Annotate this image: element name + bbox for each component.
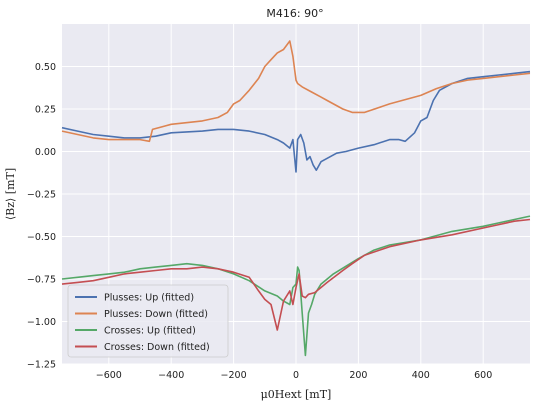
y-tick-label: −1.00 (27, 317, 56, 328)
legend-entry: Crosses: Up (fitted) (104, 326, 196, 337)
y-tick-label: 0.25 (35, 105, 56, 116)
series-layer (61, 40, 531, 357)
x-tick-label: 400 (412, 370, 430, 381)
x-tick-label: 0 (293, 370, 299, 381)
x-tick-label: −200 (221, 370, 247, 381)
chart-title: M416: 90° (266, 7, 323, 20)
x-tick-label: 200 (349, 370, 367, 381)
legend-entry: Crosses: Down (fitted) (104, 342, 210, 353)
y-tick-label: 0.00 (35, 147, 56, 158)
legend-entry: Plusses: Down (fitted) (104, 309, 208, 320)
legend-entry: Plusses: Up (fitted) (104, 293, 194, 304)
y-tick-label: 0.50 (35, 62, 56, 73)
legend-box (67, 284, 229, 358)
legend: Plusses: Up (fitted) Plusses: Down (fitte… (67, 284, 229, 358)
y-tick-labels: 0.50 0.25 0.00 −0.25 −0.50 −0.75 −1.00 −1.25 (27, 62, 56, 371)
y-tick-label: −0.25 (27, 190, 56, 201)
grid-lines (62, 24, 530, 365)
y-tick-label: −0.75 (27, 275, 56, 286)
x-tick-label: −600 (96, 370, 122, 381)
x-tick-label: 600 (474, 370, 492, 381)
series-line-4 (61, 218, 531, 331)
x-axis-label: μ0Hext [mT] (261, 388, 332, 401)
y-tick-label: −0.50 (27, 232, 56, 243)
x-tick-labels: −600 −400 −200 0 200 400 600 (96, 370, 493, 381)
y-axis-label: ⟨Bz⟩ [mT] (4, 168, 17, 220)
y-tick-label: −1.25 (27, 360, 56, 371)
series-line-2 (61, 40, 531, 143)
x-tick-label: −400 (158, 370, 184, 381)
series-line-1 (61, 70, 531, 173)
